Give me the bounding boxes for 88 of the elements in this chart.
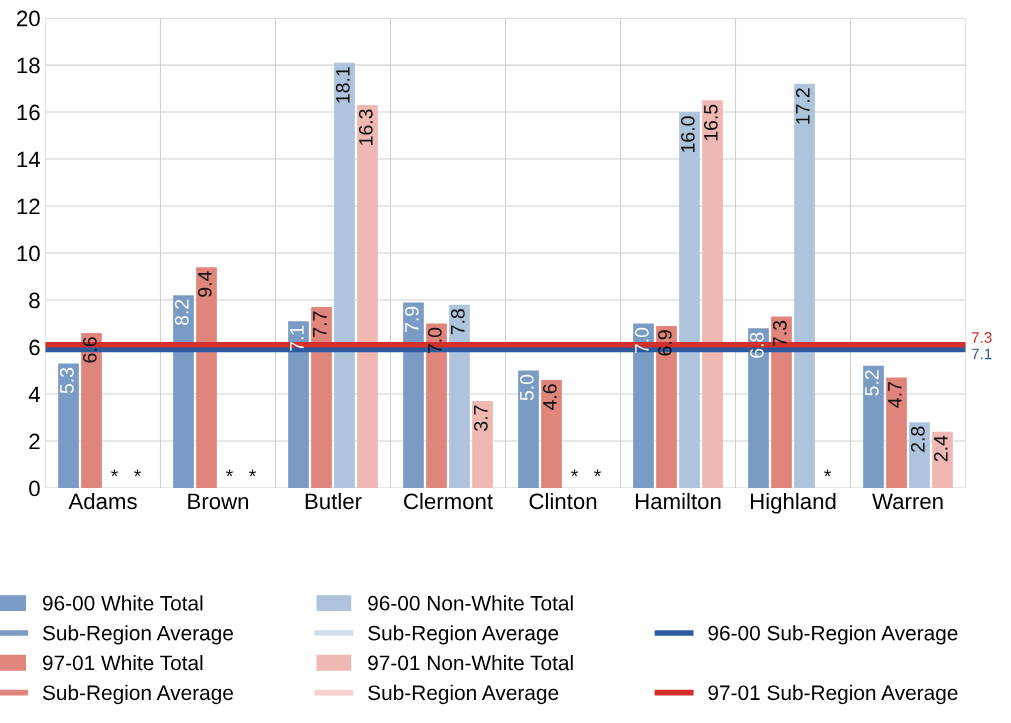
data-label: 5.0 [519, 374, 534, 401]
legend-label: 97-01 Non-White Total [368, 654, 573, 671]
bar [334, 62, 355, 489]
y-tick-label: 2 [29, 433, 40, 450]
bar [702, 100, 723, 489]
legend-label: Sub-Region Average [42, 625, 233, 645]
text: * [134, 469, 141, 477]
y-tick-label: 12 [17, 198, 40, 215]
text: * [824, 469, 831, 477]
legend-label: 97-01 White Total [42, 654, 203, 671]
bar [633, 323, 654, 489]
data-label: 7.8 [450, 309, 465, 335]
y-tick-label: 10 [17, 245, 40, 262]
text: * [594, 469, 601, 477]
x-tick-label: Clinton [529, 492, 597, 510]
data-label: 7.0 [634, 327, 649, 354]
data-label: 6.9 [657, 330, 672, 356]
x-tick-label: Warren [872, 493, 943, 510]
bar [81, 332, 102, 489]
y-tick-label: 6 [29, 339, 40, 356]
data-label: 16.0 [680, 116, 695, 152]
y-tick-label: 0 [29, 480, 40, 497]
bar [449, 304, 470, 489]
bar [863, 365, 884, 489]
bar [748, 328, 769, 489]
data-label: 2.4 [933, 435, 948, 462]
data-label: 3.7 [473, 405, 488, 431]
data-label: 8.2 [174, 299, 189, 326]
y-tick-label: 16 [17, 104, 40, 121]
x-tick-label: Highland [750, 492, 836, 514]
data-label: 7.7 [313, 311, 327, 337]
data-label: 4.7 [888, 382, 902, 408]
x-tick-label: Clermont [404, 492, 493, 510]
text: 7.3 [971, 332, 992, 343]
data-label: 7.9 [404, 306, 419, 332]
legend-label: 96-00 White Total [42, 595, 203, 611]
data-label: 4.6 [542, 384, 557, 411]
x-tick-label: Adams [68, 492, 137, 510]
bar [426, 323, 447, 489]
y-tick-label: 20 [17, 10, 40, 27]
bar [656, 325, 677, 489]
data-label: 16.5 [703, 104, 718, 141]
bar [357, 105, 378, 489]
bar [403, 302, 424, 489]
bar [909, 422, 930, 489]
data-label: 17.2 [795, 88, 810, 124]
legend-label: Sub-Region Average [42, 684, 233, 705]
bar [196, 267, 217, 489]
bar [932, 431, 953, 489]
data-label: 18.1 [335, 67, 350, 103]
y-tick-label: 18 [17, 57, 40, 74]
y-tick-label: 8 [29, 292, 40, 309]
data-label: 5.2 [864, 370, 879, 396]
y-tick-label: 4 [28, 386, 40, 403]
data-label: 16.3 [358, 109, 373, 145]
legend-label: Sub-Region Average [368, 684, 559, 705]
x-tick-label: Hamilton [635, 492, 721, 510]
bar [679, 112, 700, 489]
data-label: 5.3 [59, 367, 74, 394]
bar [771, 316, 792, 489]
text: 7.1 [971, 348, 992, 360]
data-label: 7.0 [427, 327, 442, 354]
legend-label: 97-01 Sub-Region Average [708, 684, 958, 705]
legend-label: 96-00 Non-White Total [368, 595, 573, 611]
bar [311, 307, 332, 489]
x-tick-label: Butler [305, 492, 362, 510]
bar [518, 370, 539, 489]
bar [886, 377, 907, 489]
data-label: 7.3 [772, 320, 787, 347]
bar [794, 83, 815, 489]
text: * [249, 469, 256, 477]
bar [288, 321, 309, 489]
data-label: 6.6 [82, 337, 97, 363]
legend-label: Sub-Region Average [368, 625, 559, 645]
text: * [111, 469, 118, 477]
text: * [571, 469, 578, 477]
bar [58, 363, 79, 489]
bar [173, 295, 194, 489]
bar [472, 401, 493, 489]
text: * [226, 469, 233, 477]
x-tick-label: Brown [188, 493, 249, 510]
data-label: 9.4 [197, 271, 212, 297]
data-label: 6.8 [749, 332, 764, 358]
data-label: 7.1 [290, 325, 304, 351]
y-tick-label: 14 [17, 151, 40, 168]
legend-label: 96-00 Sub-Region Average [708, 625, 958, 645]
bar [541, 379, 562, 489]
data-label: 2.8 [910, 426, 925, 452]
